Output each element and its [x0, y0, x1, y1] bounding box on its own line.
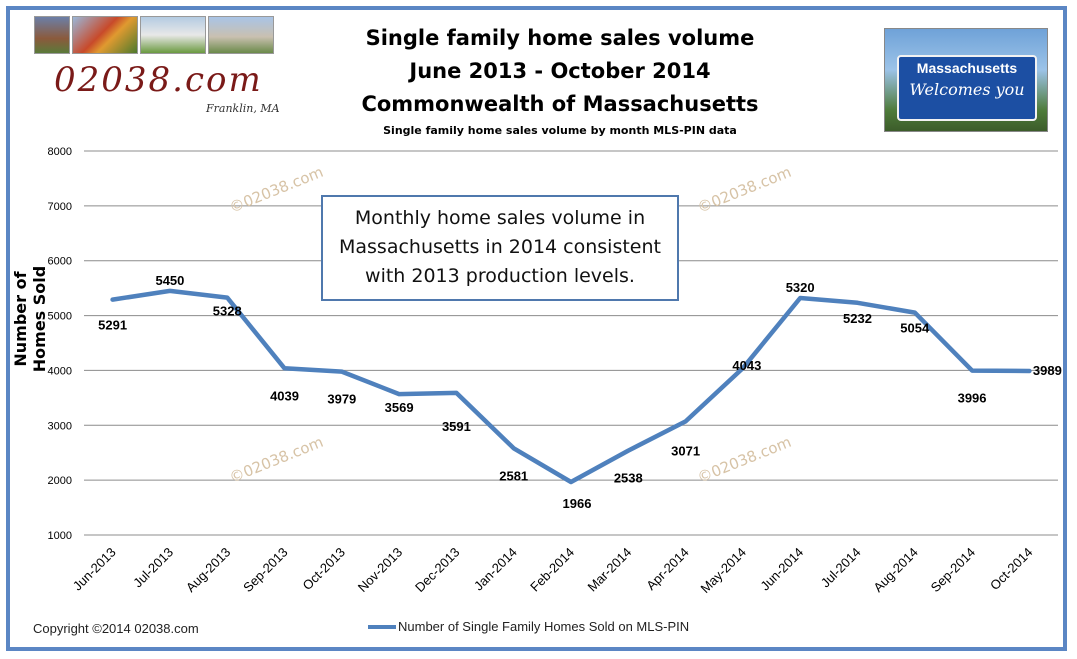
series-line	[110, 288, 1032, 485]
logo-text: 02038.com	[54, 60, 263, 100]
data-label: 3996	[958, 391, 987, 406]
y-tick-label: 6000	[48, 256, 72, 268]
x-tick-label: Jun-2014	[757, 545, 806, 594]
chart-title-line2: June 2013 - October 2014	[409, 59, 711, 83]
data-label: 4043	[732, 358, 761, 373]
data-label: 2538	[614, 471, 643, 486]
watermark-text: ©02038.com	[695, 433, 794, 487]
logo-subtext: Franklin, MA	[206, 102, 280, 115]
y-tick-label: 3000	[48, 420, 72, 432]
legend-label: Number of Single Family Homes Sold on ML…	[398, 619, 690, 634]
x-tick-label: Nov-2013	[355, 545, 405, 595]
callout-line3: with 2013 production levels.	[365, 265, 635, 287]
x-tick-label: Apr-2014	[643, 545, 691, 593]
x-tick-label: Sep-2013	[240, 545, 290, 595]
data-label: 5054	[900, 321, 930, 336]
y-tick-label: 7000	[48, 201, 72, 213]
logo-photo-1	[34, 16, 70, 54]
x-tick-label: Dec-2013	[412, 545, 462, 595]
x-tick-label: Sep-2014	[928, 545, 978, 595]
x-tick-label: Aug-2013	[183, 545, 233, 595]
chart-legend: Number of Single Family Homes Sold on ML…	[368, 619, 689, 634]
data-label: 3071	[671, 443, 700, 458]
chart-title-line3: Commonwealth of Massachusetts	[361, 92, 759, 116]
watermark-text: ©02038.com	[695, 163, 794, 217]
data-label: 1966	[563, 496, 592, 511]
sign-line2: Welcomes you	[909, 80, 1025, 99]
y-tick-label: 8000	[48, 146, 72, 158]
x-tick-label: Oct-2013	[300, 545, 348, 593]
data-label: 4039	[270, 388, 299, 403]
x-tick-label: Feb-2014	[527, 545, 577, 595]
chart-subtitle: Single family home sales volume by month…	[383, 124, 737, 137]
x-tick-label: Aug-2014	[870, 545, 920, 595]
massachusetts-sign-image: Massachusetts Welcomes you	[884, 28, 1048, 132]
data-label: 3591	[442, 419, 471, 434]
y-tick-label: 4000	[48, 365, 72, 377]
y-axis-label: Number of Homes Sold	[11, 265, 49, 373]
sign-line1: Massachusetts	[916, 60, 1018, 76]
x-tick-label: Jan-2014	[471, 545, 520, 594]
data-label: 5328	[213, 304, 242, 319]
data-label: 3569	[385, 400, 414, 415]
legend-line-swatch	[368, 624, 396, 629]
x-tick-label: Oct-2014	[987, 545, 1035, 593]
data-label: 5450	[155, 273, 184, 288]
data-label: 3989	[1033, 363, 1062, 378]
sign-plate: Massachusetts Welcomes you	[897, 55, 1037, 121]
data-label: 3979	[327, 392, 356, 407]
data-label: 2581	[499, 468, 528, 483]
y-tick-label: 2000	[48, 475, 72, 487]
x-tick-label: May-2014	[698, 545, 749, 596]
annotation-callout: Monthly home sales volume in Massachuset…	[321, 195, 679, 301]
data-label: 5232	[843, 311, 872, 326]
watermark-text: ©02038.com	[227, 433, 326, 487]
x-tick-label: Jul-2013	[130, 545, 176, 591]
chart-title-line1: Single family home sales volume	[365, 26, 755, 50]
logo-photo-4	[208, 16, 274, 54]
data-label: 5320	[786, 280, 815, 295]
x-tick-label: Jul-2014	[818, 545, 864, 591]
x-tick-label: Jun-2013	[70, 545, 119, 594]
y-tick-label: 5000	[48, 311, 72, 323]
callout-line1: Monthly home sales volume in	[354, 207, 646, 229]
callout-line2: Massachusetts in 2014 consistent	[338, 236, 661, 258]
data-label: 5291	[98, 318, 127, 333]
copyright-text: Copyright ©2014 02038.com	[33, 621, 199, 636]
watermark-text: ©02038.com	[227, 163, 326, 217]
x-tick-label: Mar-2014	[584, 545, 634, 595]
y-tick-label: 1000	[48, 530, 72, 542]
site-logo: 02038.com Franklin, MA	[30, 16, 300, 120]
logo-photo-2	[72, 16, 138, 54]
logo-photo-3	[140, 16, 206, 54]
